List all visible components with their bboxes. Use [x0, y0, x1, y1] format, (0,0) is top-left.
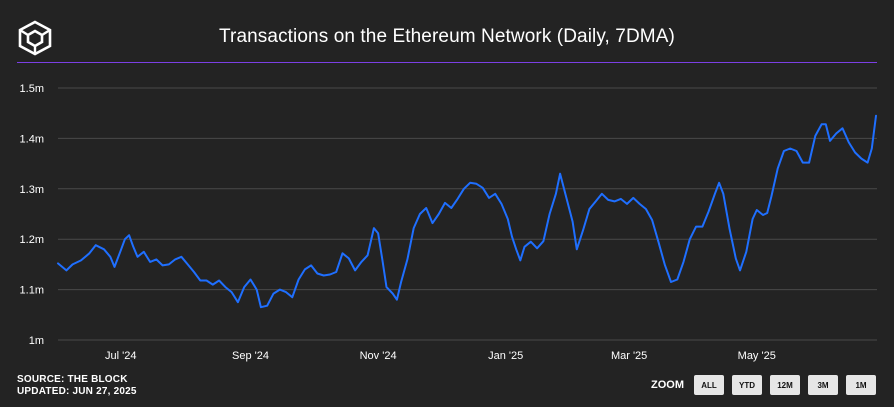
the-block-logo-icon	[18, 20, 52, 56]
x-tick-label: Nov '24	[360, 350, 397, 362]
zoom-1m-button[interactable]: 1M	[846, 375, 876, 395]
source-text: SOURCE: THE BLOCK	[17, 374, 128, 385]
zoom-label: ZOOM	[651, 379, 684, 391]
x-tick-label: Jul '24	[105, 350, 136, 362]
y-tick-label: 1.2m	[20, 234, 44, 246]
updated-text: UPDATED: JUN 27, 2025	[17, 386, 137, 397]
y-tick-label: 1.3m	[20, 184, 44, 196]
y-tick-label: 1.4m	[20, 133, 44, 145]
zoom-3m-button[interactable]: 3M	[808, 375, 838, 395]
x-tick-label: Mar '25	[611, 350, 647, 362]
y-tick-label: 1.1m	[20, 285, 44, 297]
x-tick-label: Sep '24	[232, 350, 269, 362]
x-tick-label: May '25	[738, 350, 776, 362]
chart-title: Transactions on the Ethereum Network (Da…	[219, 26, 675, 47]
title-divider	[17, 62, 877, 63]
zoom-controls: ZOOM ALL YTD 12M 3M 1M	[651, 375, 876, 395]
y-tick-label: 1.5m	[20, 83, 44, 95]
zoom-ytd-button[interactable]: YTD	[732, 375, 762, 395]
chart-footer: SOURCE: THE BLOCK UPDATED: JUN 27, 2025	[17, 374, 137, 398]
zoom-all-button[interactable]: ALL	[694, 375, 724, 395]
zoom-12m-button[interactable]: 12M	[770, 375, 800, 395]
y-tick-label: 1m	[29, 335, 44, 347]
x-tick-label: Jan '25	[488, 350, 523, 362]
series-line	[57, 114, 877, 309]
